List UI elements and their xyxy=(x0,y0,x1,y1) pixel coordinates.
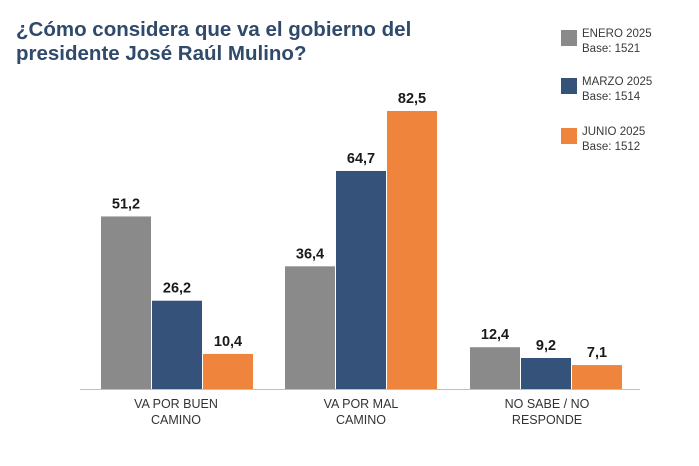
value-label-buen-camino-enero: 51,2 xyxy=(112,196,140,212)
legend-base-junio: Base: 1512 xyxy=(582,141,641,153)
value-label-mal-camino-marzo: 64,7 xyxy=(347,151,375,167)
legend-swatch-marzo xyxy=(561,78,577,94)
category-label-line: CAMINO xyxy=(336,413,386,427)
category-label-no-sabe: NO SABE / NO RESPONDE xyxy=(505,397,590,427)
value-label-buen-camino-marzo: 26,2 xyxy=(163,281,191,297)
legend-base-enero: Base: 1521 xyxy=(582,43,641,55)
category-label-line: CAMINO xyxy=(151,413,201,427)
bar-buen-camino-marzo xyxy=(152,300,202,389)
category-label-buen-camino: VA POR BUEN CAMINO xyxy=(134,397,218,427)
bar-buen-camino-enero xyxy=(101,216,151,389)
category-label-line: RESPONDE xyxy=(512,413,582,427)
bar-no-sabe-junio xyxy=(572,365,622,389)
legend-label-enero: ENERO 2025 xyxy=(582,28,652,40)
category-label-line: VA POR MAL xyxy=(324,397,399,411)
bar-no-sabe-enero xyxy=(470,347,520,389)
bar-no-sabe-marzo xyxy=(521,357,571,389)
legend-base-marzo: Base: 1514 xyxy=(582,91,641,103)
legend-swatch-junio xyxy=(561,128,577,144)
legend-item-enero: ENERO 2025 Base: 1521 xyxy=(561,28,691,62)
category-label-line: NO SABE / NO xyxy=(505,397,590,411)
legend-item-marzo: MARZO 2025 Base: 1514 xyxy=(561,76,691,110)
legend-label-junio: JUNIO 2025 xyxy=(582,126,646,138)
value-label-mal-camino-junio: 82,5 xyxy=(398,91,426,107)
value-label-mal-camino-enero: 36,4 xyxy=(296,246,324,262)
category-label-mal-camino: VA POR MAL CAMINO xyxy=(324,397,399,427)
legend-item-junio: JUNIO 2025 Base: 1512 xyxy=(561,126,691,160)
legend-swatch-enero xyxy=(561,30,577,46)
legend-label-marzo: MARZO 2025 xyxy=(582,76,653,88)
bar-mal-camino-junio xyxy=(387,110,437,389)
bar-buen-camino-junio xyxy=(203,353,253,389)
category-label-line: VA POR BUEN xyxy=(134,397,218,411)
chart-title: ¿Cómo considera que va el gobierno del p… xyxy=(16,18,412,65)
value-label-no-sabe-marzo: 9,2 xyxy=(536,338,556,354)
bar-mal-camino-marzo xyxy=(336,170,386,389)
value-label-no-sabe-enero: 12,4 xyxy=(481,327,509,343)
bar-mal-camino-enero xyxy=(285,266,335,389)
value-label-buen-camino-junio: 10,4 xyxy=(214,334,242,350)
value-label-no-sabe-junio: 7,1 xyxy=(587,345,607,361)
